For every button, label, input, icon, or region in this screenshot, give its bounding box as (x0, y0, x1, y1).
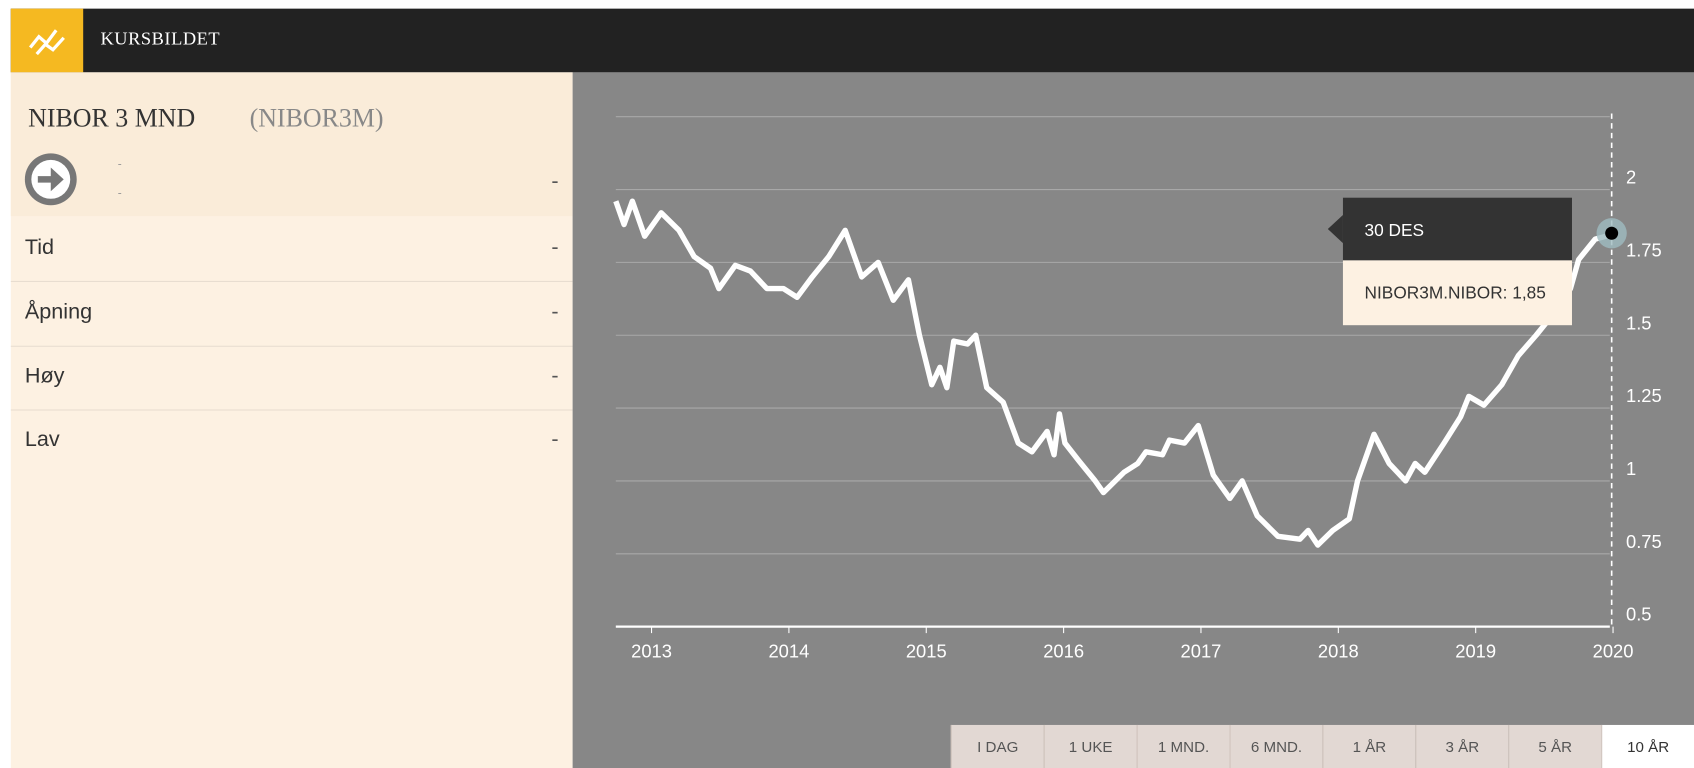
range-button[interactable]: 1 UKE (1043, 724, 1137, 768)
detail-value: - (551, 300, 559, 325)
hover-point (1605, 226, 1619, 240)
arrow-button[interactable] (24, 152, 78, 206)
range-button[interactable]: 1 ÅR (1322, 724, 1416, 768)
series-line (613, 198, 1613, 548)
detail-row: Tid - (10, 217, 573, 282)
detail-label: Lav (24, 427, 60, 452)
tooltip-body (1342, 260, 1572, 326)
range-button[interactable]: 6 MND. (1229, 724, 1323, 768)
info-header: NIBOR 3 MND (NIBOR3M) - - - (10, 72, 573, 217)
x-tick-label: 2020 (1593, 640, 1634, 661)
x-tick-label: 2017 (1181, 640, 1222, 661)
detail-row: Åpning - (10, 282, 573, 347)
detail-label: Høy (24, 364, 65, 388)
tooltip-title: 30 DES (1365, 220, 1425, 240)
detail-value: - (551, 235, 559, 260)
price-line: - (117, 157, 122, 171)
range-button[interactable]: 3 ÅR (1415, 724, 1509, 768)
info-panel: NIBOR 3 MND (NIBOR3M) - - - Tid - Åpning -… (10, 72, 573, 768)
detail-value: - (551, 427, 559, 452)
x-tick-label: 2019 (1455, 640, 1496, 661)
instrument-ticker: (NIBOR3M) (249, 104, 384, 133)
y-tick-label: 1.75 (1626, 239, 1662, 260)
brand-title: KURSBILDET (100, 28, 221, 49)
x-tick-label: 2015 (906, 640, 947, 661)
x-tick-label: 2018 (1318, 640, 1359, 661)
detail-label: Tid (24, 235, 55, 260)
detail-value: - (551, 364, 559, 388)
change-value: - (551, 169, 559, 194)
range-button[interactable]: 1 MND. (1136, 724, 1230, 768)
detail-label: Åpning (24, 300, 93, 325)
tooltip-pointer (1327, 214, 1343, 244)
top-bar: KURSBILDET (10, 8, 1694, 73)
detail-row: Lav - (11, 409, 573, 473)
logo[interactable] (10, 8, 84, 73)
y-tick-label: 0.75 (1626, 531, 1662, 552)
range-button[interactable]: 5 ÅR (1508, 724, 1602, 768)
y-tick-label: 1 (1626, 458, 1636, 479)
x-tick-label: 2016 (1043, 640, 1084, 661)
tooltip-header (1342, 197, 1572, 261)
range-button[interactable]: I DAG (950, 724, 1044, 768)
instrument-name: NIBOR 3 MND (28, 104, 196, 133)
price-line: - (117, 186, 122, 200)
y-tick-label: 1.5 (1626, 312, 1652, 333)
tooltip-text: NIBOR3M.NIBOR: 1,85 (1365, 282, 1546, 302)
range-button[interactable]: 10 ÅR (1601, 724, 1694, 768)
y-tick-label: 0.5 (1626, 604, 1652, 625)
x-tick-label: 2014 (768, 640, 809, 661)
y-tick-label: 1.25 (1626, 385, 1662, 406)
y-tick-label: 2 (1626, 167, 1636, 188)
logo-icon (28, 29, 65, 56)
detail-row: Høy - (10, 346, 573, 411)
x-tick-label: 2013 (631, 640, 672, 661)
chart-panel (572, 72, 1694, 768)
